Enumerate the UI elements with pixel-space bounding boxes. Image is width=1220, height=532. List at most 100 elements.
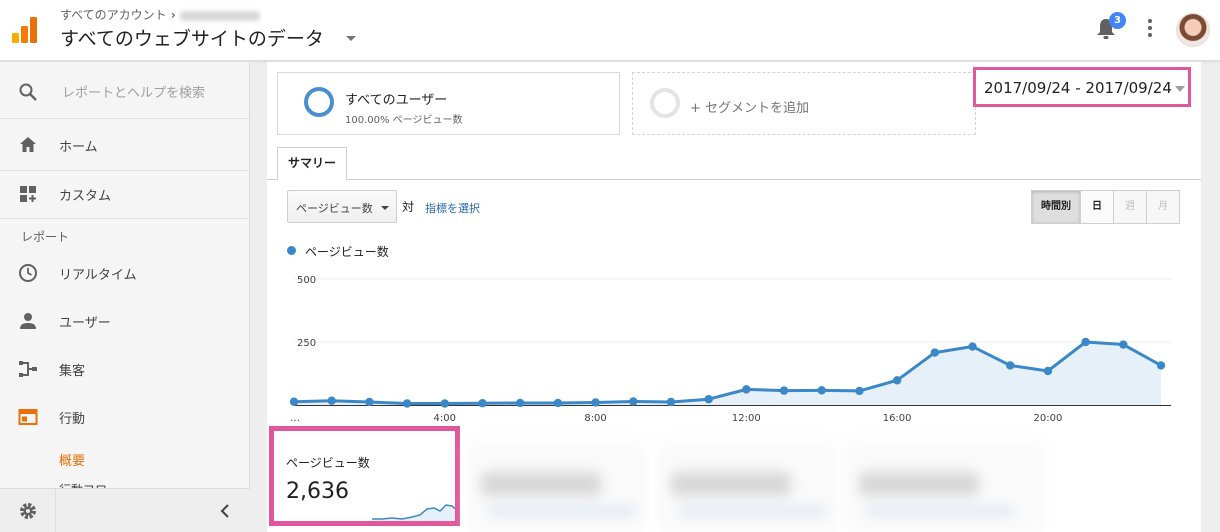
data-point: [1081, 337, 1090, 347]
scorecard-blurred: [657, 442, 837, 532]
data-point: [515, 398, 525, 408]
legend-swatch: [287, 246, 296, 255]
data-point: [1043, 366, 1053, 376]
breadcrumb[interactable]: すべてのアカウント ›: [60, 6, 260, 23]
more-vert-icon[interactable]: [1146, 19, 1154, 41]
data-point: [553, 398, 563, 408]
scorecard-pageviews[interactable]: ページビュー数 2,636: [269, 426, 460, 526]
chevron-down-icon: [381, 206, 389, 210]
sidebar-item-label: 集客: [59, 364, 86, 379]
collapse-sidebar-icon[interactable]: [218, 503, 232, 519]
acquisition-icon: [19, 361, 37, 377]
breadcrumb-all-accounts[interactable]: すべてのアカウント: [60, 8, 167, 22]
sidebar-item-behavior[interactable]: 行動: [0, 393, 250, 441]
sidebar-item-custom[interactable]: カスタム: [0, 170, 250, 218]
search-input[interactable]: レポートとヘルプを検索: [62, 86, 206, 101]
sidebar-item-realtime[interactable]: リアルタイム: [0, 249, 250, 297]
scorecard-sparkline: [372, 504, 455, 521]
behavior-icon: [18, 409, 38, 425]
data-point: [365, 397, 374, 407]
data-point: [742, 385, 751, 394]
report-panel: すべてのユーザー 100.00% ページビュー数 + セグメントを追加 2017…: [267, 62, 1201, 532]
x-tick-label: …: [290, 413, 300, 424]
scorecard-title: ページビュー数: [286, 456, 370, 470]
data-point: [478, 399, 487, 408]
sidebar-item-label: 行動: [59, 412, 86, 427]
breadcrumb-separator-icon: ›: [170, 8, 176, 22]
granularity-toggle: 時間別 日 週 月: [1031, 190, 1180, 224]
metric-select[interactable]: ページビュー数: [287, 190, 397, 223]
property-title[interactable]: すべてのウェブサイトのデータ: [60, 28, 324, 50]
granularity-month-button[interactable]: 月: [1146, 190, 1180, 224]
data-point: [289, 397, 299, 406]
sidebar: レポートとヘルプを検索 ホーム カスタム レポート リアルタイム ユーザー: [0, 62, 250, 532]
add-segment-button[interactable]: + セグメントを追加: [632, 72, 976, 135]
granularity-week-button[interactable]: 週: [1113, 190, 1147, 224]
sidebar-item-home[interactable]: ホーム: [0, 121, 250, 169]
data-point: [402, 399, 412, 408]
x-tick-label: 20:00: [1033, 413, 1062, 424]
sidebar-item-label: ホーム: [59, 140, 98, 155]
select-metric-link[interactable]: 指標を選択: [425, 202, 480, 215]
scorecard-blurred: [467, 442, 647, 532]
y-tick-label: 500: [297, 275, 316, 286]
section-label-reports: レポート: [21, 230, 70, 244]
vs-label: 対: [402, 200, 415, 214]
sidebar-item-label: ユーザー: [59, 316, 111, 331]
sidebar-item-users[interactable]: ユーザー: [0, 297, 250, 345]
x-tick-label: 4:00: [434, 413, 456, 424]
pageviews-line-chart[interactable]: 500 250 … 4:00 8:00 12:00 16:00 20:00: [267, 267, 1201, 427]
settings-button[interactable]: [0, 489, 56, 532]
add-segment-label: + セグメントを追加: [690, 101, 810, 116]
y-tick-label: 250: [297, 338, 316, 349]
tab-summary[interactable]: サマリー: [277, 147, 347, 180]
data-point: [704, 395, 713, 404]
data-point: [817, 386, 826, 395]
series-area: [294, 342, 1161, 405]
granularity-day-button[interactable]: 日: [1080, 190, 1114, 224]
analytics-logo-icon[interactable]: [12, 17, 38, 43]
app-header: すべてのアカウント › すべてのウェブサイトのデータ 3: [0, 0, 1220, 61]
x-tick-label: 12:00: [732, 413, 761, 424]
segment-all-users[interactable]: すべてのユーザー 100.00% ページビュー数: [277, 72, 620, 135]
granularity-hourly-button[interactable]: 時間別: [1031, 190, 1081, 224]
date-range-text: 2017/09/24 - 2017/09/24: [984, 79, 1172, 97]
x-tick-label: 16:00: [883, 413, 912, 424]
tab-divider: [267, 179, 1201, 180]
data-point: [1006, 361, 1015, 370]
sidebar-footer: [0, 488, 250, 532]
chevron-down-icon: [1175, 86, 1185, 92]
data-point: [666, 397, 676, 407]
avatar[interactable]: [1176, 13, 1210, 47]
sidebar-search[interactable]: レポートとヘルプを検索: [0, 62, 250, 119]
sidebar-item-label: リアルタイム: [59, 268, 137, 283]
sidebar-item-acquisition[interactable]: 集客: [0, 345, 250, 393]
scorecard-value: 2,636: [286, 479, 349, 504]
segment-name: すべてのユーザー: [345, 93, 448, 108]
data-point: [930, 348, 940, 357]
notification-badge: 3: [1109, 12, 1126, 29]
chevron-down-icon[interactable]: [346, 36, 356, 41]
legend-label: ページビュー数: [305, 245, 389, 259]
sidebar-subitem-overview[interactable]: 概要: [59, 454, 86, 469]
data-point: [327, 396, 336, 405]
account-name-blurred: [179, 10, 260, 21]
data-point: [591, 398, 600, 407]
data-point: [629, 397, 638, 406]
search-icon: [19, 83, 37, 101]
sidebar-item-label: カスタム: [59, 189, 112, 204]
data-point: [892, 376, 902, 385]
data-point: [968, 342, 977, 351]
home-icon: [20, 137, 36, 152]
x-tick-label: 8:00: [584, 413, 606, 424]
divider: [0, 170, 250, 171]
data-point: [1156, 361, 1166, 370]
data-point: [855, 386, 864, 396]
divider: [0, 218, 250, 219]
data-point: [440, 399, 449, 408]
gear-icon: [20, 503, 36, 519]
date-range-picker[interactable]: 2017/09/24 - 2017/09/24: [973, 67, 1191, 107]
metric-select-value: ページビュー数: [296, 202, 373, 215]
person-icon: [20, 313, 36, 329]
scorecard-blurred: [845, 442, 1045, 532]
